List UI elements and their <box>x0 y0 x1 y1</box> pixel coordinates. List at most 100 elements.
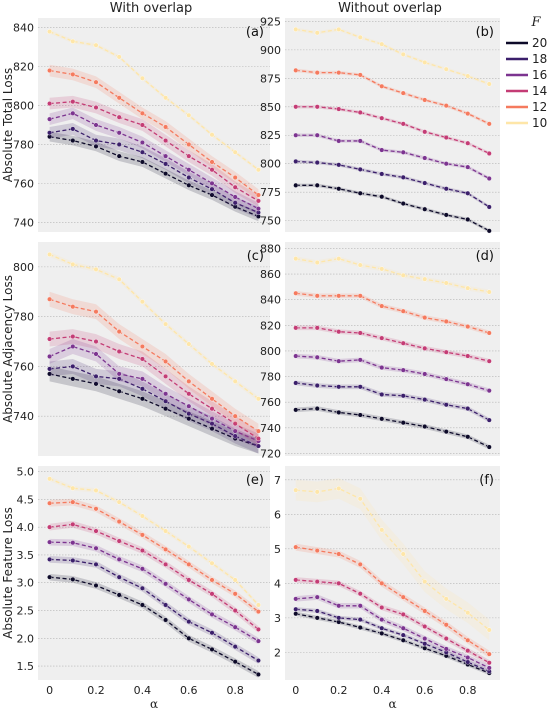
data-point <box>93 42 99 48</box>
data-point <box>139 585 145 591</box>
data-point <box>336 329 342 335</box>
data-point <box>486 121 492 127</box>
legend-entry: 20 <box>532 36 547 50</box>
series-line <box>49 558 259 662</box>
data-point <box>422 155 428 161</box>
data-point <box>465 610 471 616</box>
data-point <box>93 339 99 345</box>
panel-label: (c) <box>247 249 264 264</box>
data-point <box>232 624 238 630</box>
x-tick-label: 0.6 <box>180 684 198 697</box>
series-line <box>295 382 490 421</box>
data-point <box>336 551 342 557</box>
data-point <box>139 356 145 362</box>
data-point <box>232 149 238 155</box>
data-point <box>422 397 428 403</box>
y-tick-label: 800 <box>260 345 281 358</box>
y-tick-label: 4.0 <box>17 521 35 534</box>
series-line <box>295 613 490 674</box>
data-point <box>186 153 192 159</box>
legend-title: F <box>530 15 541 30</box>
data-point <box>93 309 99 315</box>
data-point <box>93 351 99 357</box>
data-point <box>116 114 122 120</box>
data-point <box>357 591 363 597</box>
data-point <box>400 174 406 180</box>
data-point <box>443 212 449 218</box>
data-point <box>116 371 122 377</box>
data-point <box>422 276 428 282</box>
data-point <box>486 358 492 364</box>
series-line <box>295 28 490 85</box>
series-line <box>49 365 259 447</box>
y-tick-label: 840 <box>260 294 281 307</box>
data-point <box>293 290 299 296</box>
data-point <box>400 90 406 96</box>
data-point <box>314 70 320 76</box>
data-point <box>486 175 492 181</box>
data-point <box>232 184 238 190</box>
data-point <box>139 532 145 538</box>
data-point <box>116 329 122 335</box>
data-point <box>139 566 145 572</box>
data-point <box>465 140 471 146</box>
series-line <box>295 292 490 334</box>
data-point <box>70 99 76 105</box>
series-line <box>295 69 490 125</box>
y-tick-label: 740 <box>13 410 34 423</box>
series-F14 <box>47 329 261 447</box>
legend-entry: 18 <box>532 52 547 66</box>
data-point <box>443 161 449 167</box>
series-F12 <box>47 291 261 439</box>
data-point <box>255 198 261 204</box>
data-point <box>357 617 363 623</box>
data-point <box>336 26 342 32</box>
data-point <box>70 540 76 546</box>
y-tick-label: 3.0 <box>17 577 35 590</box>
series-F16 <box>47 339 261 449</box>
data-point <box>357 34 363 40</box>
data-point <box>232 591 238 597</box>
data-point <box>400 420 406 426</box>
data-point <box>255 206 261 212</box>
series-F12 <box>293 543 492 658</box>
data-point <box>139 75 145 81</box>
data-point <box>139 344 145 350</box>
data-point <box>93 79 99 85</box>
data-point <box>336 409 342 415</box>
data-point <box>255 609 261 615</box>
y-axis-label: Absolute Total Loss <box>1 68 15 182</box>
data-point <box>486 150 492 156</box>
data-point <box>336 106 342 112</box>
data-point <box>400 308 406 314</box>
y-tick-label: 740 <box>260 422 281 435</box>
data-point <box>314 104 320 110</box>
data-point <box>209 192 215 198</box>
data-point <box>293 256 299 262</box>
panel-label: (e) <box>246 473 264 488</box>
data-point <box>422 97 428 103</box>
data-point <box>357 496 363 502</box>
data-point <box>93 138 99 144</box>
series-line <box>49 501 259 613</box>
data-point <box>400 149 406 155</box>
data-point <box>314 260 320 266</box>
series-F20 <box>47 573 261 678</box>
series-line <box>295 579 490 664</box>
data-point <box>139 547 145 553</box>
data-point <box>209 186 215 192</box>
data-point <box>70 521 76 527</box>
data-point <box>255 671 261 677</box>
data-point <box>93 373 99 379</box>
data-point <box>93 528 99 534</box>
data-point <box>379 194 385 200</box>
data-point <box>163 124 169 130</box>
data-point <box>47 574 53 580</box>
data-point <box>255 192 261 198</box>
data-point <box>186 182 192 188</box>
y-tick-label: 780 <box>260 371 281 384</box>
y-tick-label: 6 <box>274 508 281 521</box>
data-point <box>186 596 192 602</box>
data-point <box>139 140 145 146</box>
data-point <box>400 551 406 557</box>
